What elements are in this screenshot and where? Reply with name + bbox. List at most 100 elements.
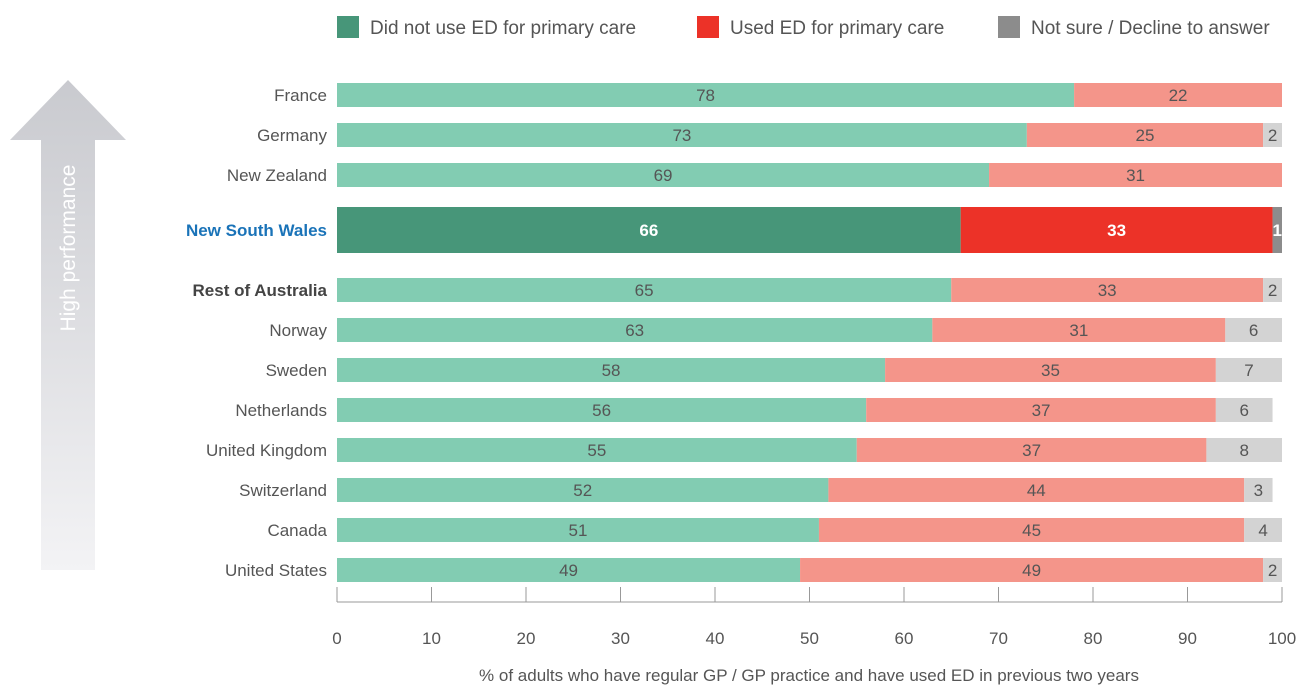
- data-label-new-south-wales-s2: 33: [1107, 221, 1126, 240]
- data-label-switzerland-s3: 3: [1254, 481, 1263, 500]
- data-label-new-south-wales-s1: 66: [639, 221, 658, 240]
- x-axis: 0 10 20 30 40 50 60 70 80 90 100: [332, 587, 1296, 648]
- bar-netherlands-s2: [866, 398, 1216, 422]
- data-label-united-kingdom-s1: 55: [587, 441, 606, 460]
- data-label-united-kingdom-s2: 37: [1022, 441, 1041, 460]
- bar-sweden-s1: [337, 358, 886, 382]
- bar-norway-s1: [337, 318, 933, 342]
- bar-united-states-s3: [1263, 558, 1282, 582]
- x-axis-label: % of adults who have regular GP / GP pra…: [479, 666, 1139, 685]
- x-tick-label-40: 40: [706, 629, 725, 648]
- bar-sweden-s3: [1215, 358, 1282, 382]
- category-label-rest-of-australia: Rest of Australia: [193, 281, 328, 300]
- data-label-netherlands-s1: 56: [592, 401, 611, 420]
- bar-canada-s2: [818, 518, 1245, 542]
- bar-switzerland-s1: [337, 478, 829, 502]
- bar-germany-s2: [1026, 123, 1264, 147]
- data-label-norway-s1: 63: [625, 321, 644, 340]
- category-label-united-kingdom: United Kingdom: [206, 441, 327, 460]
- data-label-netherlands-s3: 6: [1239, 401, 1248, 420]
- bar-france-s1: [337, 83, 1075, 107]
- data-label-france-s1: 78: [696, 86, 715, 105]
- legend-swatch-2: [697, 16, 719, 38]
- data-label-sweden-s3: 7: [1244, 361, 1253, 380]
- bar-united-kingdom-s2: [856, 438, 1207, 462]
- legend-swatch-1: [337, 16, 359, 38]
- category-labels: France Germany New Zealand New South Wales R…: [186, 86, 328, 580]
- data-label-netherlands-s2: 37: [1032, 401, 1051, 420]
- category-label-france: France: [274, 86, 327, 105]
- bar-canada-s1: [337, 518, 819, 542]
- legend-swatch-3: [998, 16, 1020, 38]
- data-label-canada-s2: 45: [1022, 521, 1041, 540]
- bar-germany-s3: [1263, 123, 1282, 147]
- bar-netherlands-s3: [1215, 398, 1273, 422]
- category-label-germany: Germany: [257, 126, 327, 145]
- data-label-sweden-s1: 58: [602, 361, 621, 380]
- data-label-rest-of-australia-s2: 33: [1098, 281, 1117, 300]
- bar-france-s2: [1074, 83, 1282, 107]
- x-tick-label-50: 50: [800, 629, 819, 648]
- bar-united-states-s1: [337, 558, 801, 582]
- legend: Did not use ED for primary care Used ED f…: [337, 16, 1270, 39]
- bar-rest-of-australia-s1: [337, 278, 952, 302]
- x-tick-label-90: 90: [1178, 629, 1197, 648]
- data-label-france-s2: 22: [1169, 86, 1188, 105]
- data-label-switzerland-s1: 52: [573, 481, 592, 500]
- legend-label-3: Not sure / Decline to answer: [1031, 18, 1270, 39]
- x-tick-label-0: 0: [332, 629, 341, 648]
- data-label-canada-s3: 4: [1258, 521, 1267, 540]
- x-tick-label-20: 20: [517, 629, 536, 648]
- data-label-germany-s2: 25: [1136, 126, 1155, 145]
- data-label-new-zealand-s2: 31: [1126, 166, 1145, 185]
- bar-netherlands-s1: [337, 398, 867, 422]
- data-label-canada-s1: 51: [569, 521, 588, 540]
- category-label-united-states: United States: [225, 561, 327, 580]
- legend-label-2: Used ED for primary care: [730, 18, 944, 39]
- x-tick-label-80: 80: [1084, 629, 1103, 648]
- bar-switzerland-s3: [1244, 478, 1273, 502]
- bar-new-zealand-s1: [337, 163, 990, 187]
- data-label-united-kingdom-s3: 8: [1239, 441, 1248, 460]
- up-arrow-icon: [10, 80, 126, 570]
- side-label: High performance: [57, 165, 80, 332]
- bar-new-south-wales-s1: [337, 207, 961, 253]
- category-label-norway: Norway: [269, 321, 327, 340]
- bar-norway-s3: [1225, 318, 1282, 342]
- x-tick-label-70: 70: [989, 629, 1008, 648]
- bar-new-south-wales-s2: [960, 207, 1273, 253]
- data-label-switzerland-s2: 44: [1027, 481, 1046, 500]
- bar-new-south-wales-s3: [1272, 207, 1282, 253]
- x-tick-label-100: 100: [1268, 629, 1296, 648]
- bar-rest-of-australia-s2: [951, 278, 1264, 302]
- high-performance-arrow: High performance: [10, 80, 126, 570]
- data-label-sweden-s2: 35: [1041, 361, 1060, 380]
- data-label-norway-s3: 6: [1249, 321, 1258, 340]
- bar-rest-of-australia-s3: [1263, 278, 1282, 302]
- bar-switzerland-s2: [828, 478, 1245, 502]
- category-label-netherlands: Netherlands: [235, 401, 327, 420]
- data-label-germany-s3: 2: [1268, 126, 1277, 145]
- bar-united-kingdom-s3: [1206, 438, 1282, 462]
- category-label-switzerland: Switzerland: [239, 481, 327, 500]
- category-label-new-south-wales: New South Wales: [186, 221, 327, 240]
- bar-norway-s2: [932, 318, 1226, 342]
- data-label-rest-of-australia-s1: 65: [635, 281, 654, 300]
- x-tick-label-10: 10: [422, 629, 441, 648]
- category-label-new-zealand: New Zealand: [227, 166, 327, 185]
- data-label-united-states-s1: 49: [559, 561, 578, 580]
- legend-label-1: Did not use ED for primary care: [370, 18, 636, 39]
- bar-sweden-s2: [885, 358, 1216, 382]
- bar-united-states-s2: [800, 558, 1264, 582]
- bar-germany-s1: [337, 123, 1027, 147]
- x-tick-label-60: 60: [895, 629, 914, 648]
- bar-canada-s3: [1244, 518, 1282, 542]
- category-label-sweden: Sweden: [266, 361, 327, 380]
- data-label-new-zealand-s1: 69: [654, 166, 673, 185]
- data-label-norway-s2: 31: [1069, 321, 1088, 340]
- data-label-rest-of-australia-s3: 2: [1268, 281, 1277, 300]
- data-label-united-states-s2: 49: [1022, 561, 1041, 580]
- data-label-new-south-wales-s3: 1: [1273, 221, 1282, 240]
